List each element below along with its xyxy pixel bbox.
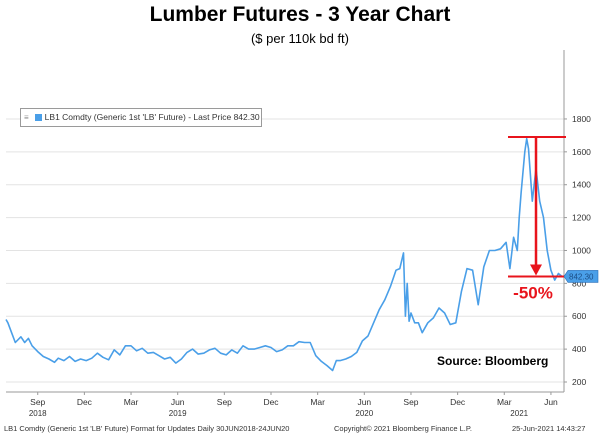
x-tick-label-4: Sep — [217, 397, 232, 407]
x-tick-label-2: Mar — [124, 397, 139, 407]
x-tick-label-7: Jun — [357, 397, 371, 407]
year-label-2020: 2020 — [355, 409, 373, 418]
y-tick-label-600: 600 — [572, 311, 586, 321]
footer-right: 25-Jun-2021 14:43:27 — [512, 424, 586, 433]
legend-grip-icon: ≡ — [24, 113, 29, 122]
x-tick-label-11: Jun — [544, 397, 558, 407]
series-line-lb1 — [5, 137, 563, 372]
legend-box: ≡ LB1 Comdty (Generic 1st 'LB' Future) - … — [20, 108, 262, 127]
y-axis: 200 400 600 800 1000 1200 1400 1600 1800 — [564, 114, 591, 387]
y-tick-label-1200: 1200 — [572, 213, 591, 223]
y-tick-label-400: 400 — [572, 344, 586, 354]
x-tick-label-9: Dec — [450, 397, 466, 407]
x-tick-label-6: Mar — [310, 397, 325, 407]
annotation-percent-label: -50% — [513, 283, 553, 302]
y-tick-label-1000: 1000 — [572, 245, 591, 255]
x-tick-label-0: Sep — [30, 397, 45, 407]
y-tick-label-200: 200 — [572, 377, 586, 387]
annotation-arrow-head — [530, 264, 543, 276]
x-tick-label-1: Dec — [77, 397, 93, 407]
year-label-2018: 2018 — [29, 409, 47, 418]
x-tick-label-10: Mar — [497, 397, 512, 407]
legend-swatch — [34, 114, 42, 121]
x-tick-label-3: Jun — [171, 397, 185, 407]
legend-label: LB1 Comdty (Generic 1st 'LB' Future) - L… — [44, 112, 260, 122]
grid-lines — [6, 118, 564, 383]
x-tick-label-8: Sep — [403, 397, 418, 407]
y-tick-label-1800: 1800 — [572, 114, 591, 124]
last-price-tag-shape — [563, 270, 599, 283]
footer-center: Copyright© 2021 Bloomberg Finance L.P. — [334, 424, 472, 433]
y-tick-label-800: 800 — [572, 278, 586, 288]
chart-subtitle: ($ per 110k bd ft) — [250, 31, 350, 46]
chart-title: Lumber Futures - 3 Year Chart — [149, 3, 451, 26]
y-tick-label-1400: 1400 — [572, 180, 591, 190]
footer-left: LB1 Comdty (Generic 1st 'LB' Future) For… — [4, 424, 290, 433]
drawdown-annotation: -50% — [508, 136, 566, 302]
year-label-2021: 2021 — [510, 409, 528, 418]
x-axis: Sep Dec Mar Jun Sep Dec Mar Jun Sep Dec Mar Jun 2018… — [29, 392, 558, 418]
source-label: Source: Bloomberg — [437, 354, 549, 368]
x-tick-label-5: Dec — [263, 397, 279, 407]
last-price-label: 842.30 — [569, 272, 594, 281]
last-price-tag: 842.30 — [563, 270, 599, 283]
y-tick-label-1600: 1600 — [572, 147, 591, 157]
year-label-2019: 2019 — [169, 409, 187, 418]
